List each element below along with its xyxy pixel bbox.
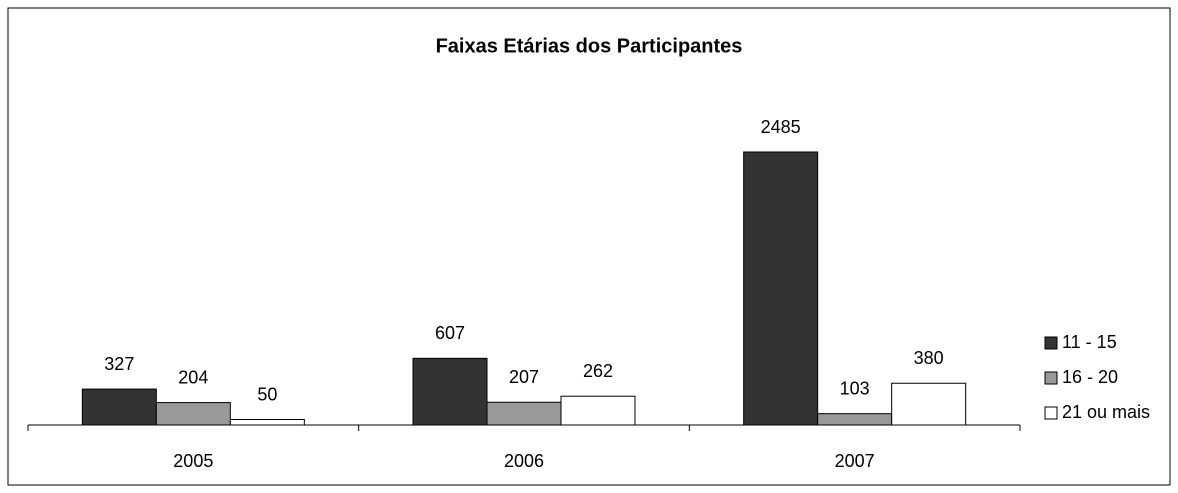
x-tick-label: 2005 bbox=[173, 451, 213, 471]
bar bbox=[229, 419, 305, 426]
legend-swatch bbox=[1044, 406, 1058, 420]
bar bbox=[486, 401, 562, 426]
bar bbox=[891, 382, 967, 426]
data-label: 380 bbox=[914, 348, 944, 368]
data-label: 204 bbox=[178, 367, 208, 387]
legend-swatch bbox=[1044, 371, 1058, 385]
data-label: 207 bbox=[509, 367, 539, 387]
legend-swatch bbox=[1044, 336, 1058, 350]
bar bbox=[412, 357, 488, 426]
data-label: 103 bbox=[840, 378, 870, 398]
legend-label: 11 - 15 bbox=[1062, 332, 1117, 352]
bar bbox=[560, 395, 636, 426]
data-label: 2485 bbox=[761, 117, 801, 137]
data-label: 327 bbox=[104, 354, 134, 374]
data-label: 262 bbox=[583, 361, 613, 381]
legend-label: 21 ou mais bbox=[1062, 402, 1150, 422]
data-label: 50 bbox=[257, 384, 277, 404]
bar bbox=[743, 151, 819, 426]
chart-title: Faixas Etárias dos Participantes bbox=[436, 35, 743, 57]
legend-label: 16 - 20 bbox=[1062, 367, 1118, 387]
data-label: 607 bbox=[435, 323, 465, 343]
bar bbox=[81, 388, 157, 426]
bar bbox=[155, 402, 231, 426]
x-tick-label: 2007 bbox=[835, 451, 875, 471]
bar bbox=[817, 413, 893, 426]
x-tick-label: 2006 bbox=[504, 451, 544, 471]
